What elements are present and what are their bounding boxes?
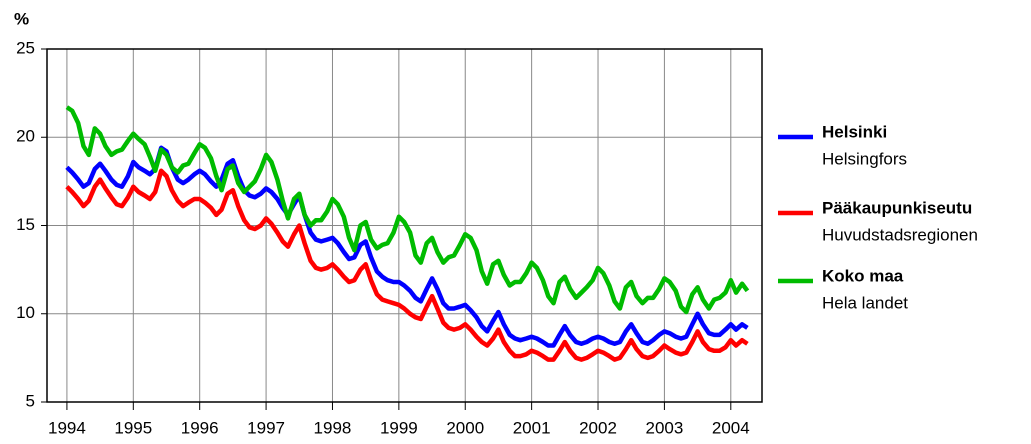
y-tick-label: 5 [26,391,35,410]
legend-sublabel: Hela landet [822,293,908,312]
y-tick-label: 10 [16,303,35,322]
x-tick-label: 2000 [446,418,484,437]
series-line [65,145,749,348]
plot-frame [46,48,763,403]
x-tick-label: 2001 [513,418,551,437]
legend-label: Koko maa [822,266,904,285]
x-tick-label: 1994 [48,418,86,437]
legend-sublabel: Huvudstadsregionen [822,225,978,244]
series-line [65,105,750,315]
x-tick-label: 1996 [181,418,219,437]
legend-label: Pääkaupunkiseutu [822,198,972,217]
y-tick-label: 15 [16,215,35,234]
y-axis-label: % [14,9,29,28]
y-tick-label: 20 [16,127,35,146]
x-tick-label: 1995 [114,418,152,437]
y-tick-label: 25 [16,38,35,57]
x-tick-label: 2004 [712,418,750,437]
x-tick-label: 1997 [247,418,285,437]
series-line [65,168,749,362]
x-tick-label: 1998 [314,418,352,437]
legend-label: Helsinki [822,122,887,141]
x-tick-label: 1999 [380,418,418,437]
x-tick-label: 2003 [645,418,683,437]
x-tick-label: 2002 [579,418,617,437]
legend-sublabel: Helsingfors [822,149,907,168]
